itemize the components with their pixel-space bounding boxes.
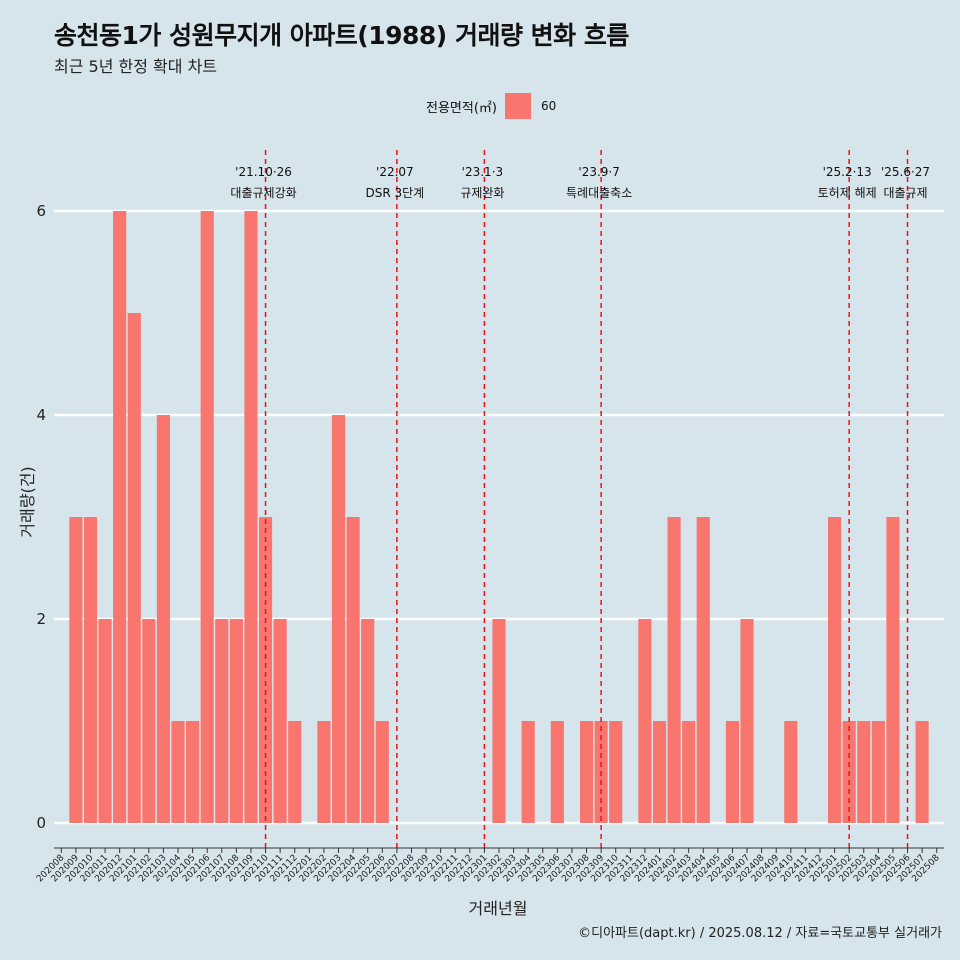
event-name-label: 대출규제강화 (230, 186, 296, 200)
bar-202105 (186, 721, 200, 823)
legend-label: 60 (540, 99, 557, 113)
y-tick-label: 6 (36, 202, 46, 220)
x-axis-title: 거래년월 (469, 899, 528, 918)
bar-202106 (200, 211, 214, 823)
event-name-label: DSR 3단계 (366, 186, 425, 200)
bar-202205 (361, 619, 375, 823)
chart-subtitle: 최근 5년 한정 확대 차트 (54, 57, 218, 76)
event-name-label: 대출규제 (883, 186, 927, 200)
bar-202403 (682, 721, 696, 823)
event-name-label: 규제완화 (460, 186, 504, 200)
bar-202109 (244, 211, 258, 823)
bar-202504 (871, 721, 885, 823)
chart-title: 송천동1가 성원무지개 아파트(1988) 거래량 변화 흐름 (54, 21, 629, 50)
bar-202503 (857, 721, 871, 823)
bar-202202 (317, 721, 331, 823)
event-date-label: '23.9·7 (578, 165, 619, 179)
bar-202505 (886, 517, 900, 823)
y-tick-label: 4 (36, 406, 46, 424)
event-date-label: '21.10·26 (235, 165, 292, 179)
bar-202011 (98, 619, 112, 823)
source-caption: ©디아파트(dapt.kr) / 2025.08.12 / 자료=국토교통부 실… (578, 926, 942, 941)
bar-202401 (652, 721, 667, 823)
bar-202010 (83, 517, 98, 823)
bars (69, 211, 929, 823)
event-date-label: '23.1·3 (462, 165, 503, 179)
bar-202111 (273, 619, 287, 823)
event-date-label: '22.07 (376, 165, 414, 179)
y-tick-label: 2 (36, 610, 46, 628)
bar-202402 (667, 517, 681, 823)
bar-202206 (375, 721, 389, 823)
bar-202012 (113, 211, 127, 823)
event-name-label: 특례대출축소 (566, 186, 632, 200)
event-name-label: 토허제 해제 (818, 186, 877, 200)
bar-202312 (638, 619, 652, 823)
bar-202104 (171, 721, 185, 823)
bar-202009 (69, 517, 83, 823)
bar-202203 (331, 415, 346, 823)
bar-202501 (828, 517, 842, 823)
bar-202302 (492, 619, 506, 823)
bar-202108 (229, 619, 243, 823)
bar-202410 (784, 721, 798, 823)
bar-202407 (740, 619, 754, 823)
bar-202310 (609, 721, 623, 823)
axes: 0246202008202009202010202011202012202101… (35, 202, 944, 884)
bar-202110 (258, 517, 273, 823)
y-axis-title: 거래량(건) (18, 466, 37, 537)
legend-swatch (504, 93, 531, 119)
bar-202304 (521, 721, 535, 823)
bar-202404 (696, 517, 710, 823)
bar-202507 (915, 721, 929, 823)
bar-202112 (288, 721, 302, 823)
bar-202103 (156, 415, 170, 823)
bar-202101 (127, 313, 141, 823)
y-tick-label: 0 (36, 814, 46, 832)
bar-202107 (215, 619, 229, 823)
bar-202204 (346, 517, 360, 823)
bar-202306 (550, 721, 564, 823)
event-date-label: '25.2·13 (823, 165, 872, 179)
bar-202102 (142, 619, 156, 823)
bar-202308 (579, 721, 594, 823)
event-date-label: '25.6·27 (881, 165, 930, 179)
legend: 전용면적(㎡) 60 (426, 93, 556, 119)
bar-202406 (725, 721, 740, 823)
event-lines: '21.10·26 대출규제강화 '22.07 DSR 3단계 '23.1·3 규제완화 '… (230, 150, 930, 848)
legend-title: 전용면적(㎡) (426, 100, 497, 116)
